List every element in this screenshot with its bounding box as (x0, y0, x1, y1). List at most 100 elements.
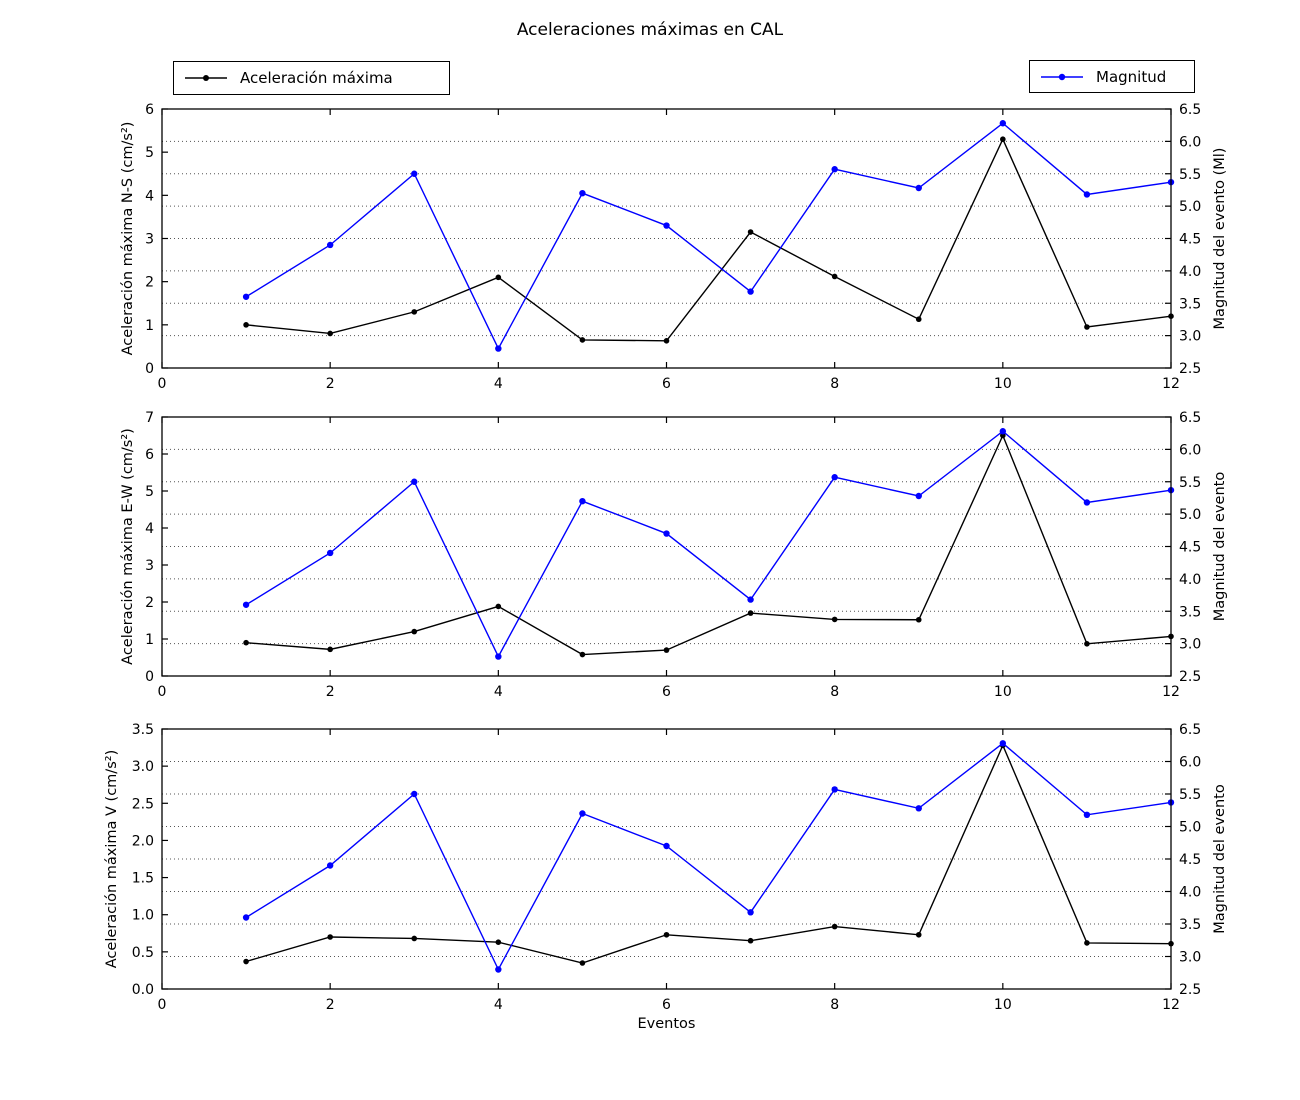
x-tick-label: 4 (494, 376, 503, 392)
x-tick-label: 6 (662, 376, 671, 392)
accel-data-point (579, 337, 586, 343)
magnitud-series-line (245, 122, 1172, 351)
x-tick-label: 10 (994, 376, 1012, 392)
y-left-tick-label: 1 (145, 632, 154, 648)
magnitud-data-point (915, 184, 922, 192)
y-right-tick-label: 3.5 (1179, 604, 1201, 620)
y-right-tick-label: 4.0 (1179, 264, 1201, 280)
magnitud-data-point (411, 478, 418, 485)
y-left-tick-label: 3 (145, 232, 154, 248)
y-right-tick-label: 2.5 (1179, 982, 1201, 998)
y-left-tick-label: 6 (145, 102, 154, 118)
y-right-tick-label: 6.0 (1179, 134, 1201, 150)
magnitud-data-point (999, 120, 1007, 127)
y-left-axis-label: Aceleración máxima N-S (cm/s²) (120, 122, 136, 356)
subplot-ns: 0 2 4 6 8 10 1201234562.53.03.54.04.55.05.56.0… (120, 102, 1228, 392)
y-right-ticks: 2.5 3.0 3.5 4.0 4.5 5.0 5.5 6.0 6.5 (1165, 102, 1201, 377)
x-tick-label: 8 (830, 684, 839, 700)
magnitud-series-line (245, 430, 1172, 659)
x-tick-label: 12 (1162, 684, 1180, 700)
accel-data-point (831, 616, 838, 623)
accel-data-point (243, 958, 249, 965)
y-left-tick-label: 4 (145, 188, 154, 204)
magnitud-data-point (915, 492, 922, 500)
accel-data-point (915, 931, 922, 938)
y-left-tick-label: 3.5 (132, 722, 154, 738)
x-tick-label: 10 (994, 997, 1012, 1013)
accel-data-point (747, 229, 754, 235)
y-right-tick-label: 4.0 (1179, 885, 1201, 901)
magnitud-data-point (1083, 191, 1091, 198)
y-right-tick-label: 5.5 (1179, 475, 1201, 491)
accel-data-point (327, 646, 333, 653)
magnitud-data-point (495, 345, 502, 352)
magnitud-data-point (747, 288, 754, 295)
y-right-tick-label: 6.0 (1179, 755, 1201, 771)
y-right-tick-label: 4.0 (1179, 572, 1201, 588)
subplot-ew: 0 2 4 6 8 10 12012345672.53.03.54.04.55.05.56.… (120, 410, 1228, 700)
accel-data-point (327, 330, 333, 337)
y-left-ticks: 0 1 2 3 4 5 6 (145, 102, 168, 377)
accel-data-point (747, 610, 754, 616)
magnitud-data-point (999, 740, 1007, 747)
accel-data-point (1084, 641, 1090, 647)
y-right-tick-label: 5.5 (1179, 167, 1201, 183)
y-left-tick-label: 0 (145, 361, 154, 377)
y-left-tick-label: 1.0 (132, 908, 154, 924)
accel-data-point (495, 603, 502, 610)
accel-data-point (579, 651, 586, 658)
x-axis-label: Eventos (637, 1016, 696, 1032)
x-tick-label: 0 (158, 376, 167, 392)
y-left-ticks: 0 1 2 3 4 5 6 7 (145, 410, 168, 685)
magnitud-data-point (495, 966, 502, 973)
y-left-tick-label: 2 (145, 595, 154, 611)
y-left-tick-label: 3.0 (132, 759, 154, 775)
y-left-tick-label: 2 (145, 275, 154, 291)
legend-accel-label: Aceleración máxima (240, 69, 393, 87)
x-tick-label: 10 (994, 684, 1012, 700)
legend-accel-line-icon (185, 75, 227, 81)
y-right-tick-label: 3.5 (1179, 917, 1201, 933)
y-right-tick-label: 6.0 (1179, 442, 1201, 458)
magnitud-data-point (411, 170, 418, 177)
x-tick-label: 0 (158, 684, 167, 700)
magnitud-data-point (242, 293, 250, 300)
magnitud-data-point (326, 241, 334, 249)
legend-accel: Aceleración máxima (173, 61, 450, 95)
y-right-tick-label: 2.5 (1179, 669, 1201, 685)
magnitud-data-point (831, 786, 838, 793)
y-right-tick-label: 3.0 (1179, 637, 1201, 653)
accel-data-point (663, 338, 670, 344)
accel-data-point (579, 960, 586, 966)
x-tick-label: 2 (326, 997, 335, 1013)
magnitud-data-point (242, 601, 250, 608)
y-left-tick-label: 0.5 (132, 945, 154, 961)
y-right-tick-label: 3.0 (1179, 950, 1201, 966)
accel-data-point (411, 309, 418, 315)
y-right-axis-label: Magnitud del evento (1212, 784, 1228, 934)
accel-data-point (411, 935, 418, 942)
y-right-tick-label: 5.0 (1179, 820, 1201, 836)
y-left-tick-label: 7 (145, 410, 154, 426)
accel-series-line (246, 433, 1172, 656)
y-left-tick-label: 4 (145, 521, 154, 537)
magnitud-data-point (831, 166, 838, 173)
accel-data-point (1084, 940, 1090, 946)
x-ticks: 0 2 4 6 8 10 12 (158, 417, 1180, 700)
magnitud-data-point (495, 653, 502, 660)
y-right-tick-label: 4.5 (1179, 852, 1201, 868)
y-left-axis-label: Aceleración máxima V (cm/s²) (104, 750, 120, 968)
accel-data-point (915, 316, 922, 323)
legend-magnitud-line-icon (1041, 73, 1083, 80)
y-left-tick-label: 5 (145, 484, 154, 500)
magnitud-data-point (579, 497, 586, 505)
x-tick-label: 2 (326, 684, 335, 700)
y-right-tick-label: 5.5 (1179, 787, 1201, 803)
accel-data-point (831, 273, 838, 280)
accel-data-point (831, 923, 838, 930)
y-right-tick-label: 3.0 (1179, 329, 1201, 345)
accel-series-line (246, 137, 1172, 342)
magnitud-data-point (999, 428, 1007, 435)
x-ticks: 0 2 4 6 8 10 12 (158, 109, 1180, 392)
